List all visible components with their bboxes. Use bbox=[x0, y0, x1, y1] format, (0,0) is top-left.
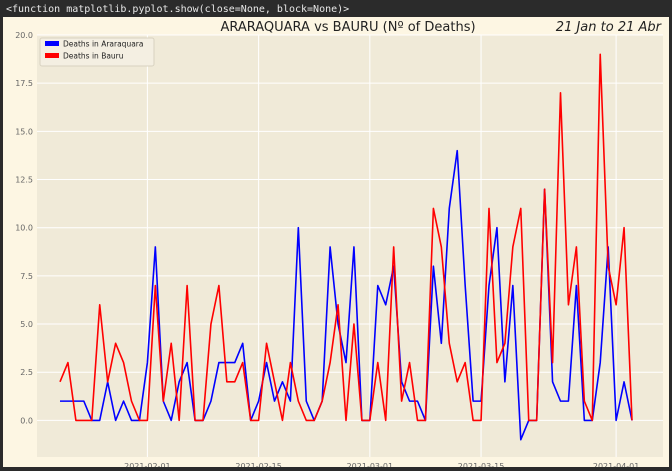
y-tick-label: 12.5 bbox=[15, 176, 33, 185]
legend-items: Deaths in Araraquara Deaths in Bauru bbox=[45, 40, 143, 61]
chart-date-range: 21 Jan to 21 Abr bbox=[556, 20, 663, 35]
x-tick-label: 2021-02-01 bbox=[124, 462, 171, 467]
y-tick-label: 20.0 bbox=[15, 31, 33, 40]
line-chart: 2021-02-01 2021-02-15 2021-03-01 2021-03-15… bbox=[15, 20, 663, 471]
y-tick-label: 2.5 bbox=[20, 368, 33, 377]
y-tick-label: 0.0 bbox=[20, 416, 33, 425]
legend-swatch bbox=[45, 53, 59, 58]
series-line-bauru bbox=[59, 53, 633, 422]
output-repr-text: <function matplotlib.pyplot.show(close=N… bbox=[6, 4, 350, 15]
x-axis-ticks: 2021-02-01 2021-02-15 2021-03-01 2021-03-15… bbox=[124, 462, 640, 471]
x-tick-label: 2021-04-01 bbox=[593, 462, 640, 467]
legend-swatch bbox=[45, 41, 59, 46]
x-tick-label: 2021-03-15 bbox=[458, 462, 505, 467]
x-tick-label: 2021-02-15 bbox=[235, 462, 282, 467]
legend: Deaths in Araraquara Deaths in Bauru bbox=[39, 37, 155, 67]
y-tick-label: 5.0 bbox=[20, 320, 33, 329]
chart-figure: 2021-02-01 2021-02-15 2021-03-01 2021-03-15… bbox=[3, 17, 669, 471]
chart-title: ARARAQUARA vs BAURU (Nº of Deaths) bbox=[220, 20, 475, 35]
plot-area bbox=[37, 35, 663, 457]
y-tick-label: 7.5 bbox=[20, 272, 33, 281]
y-axis-ticks: 0.0 2.5 5.0 7.5 10.0 12.5 15.0 17.5 20.0 bbox=[15, 31, 33, 425]
legend-box bbox=[39, 37, 155, 67]
y-tick-label: 10.0 bbox=[15, 224, 33, 233]
x-tick-label: 2021-03-01 bbox=[347, 462, 394, 467]
legend-label: Deaths in Bauru bbox=[63, 52, 124, 61]
legend-label: Deaths in Araraquara bbox=[63, 40, 143, 49]
y-tick-label: 15.0 bbox=[15, 127, 33, 136]
series-lines bbox=[59, 53, 633, 441]
y-tick-label: 17.5 bbox=[15, 79, 33, 88]
